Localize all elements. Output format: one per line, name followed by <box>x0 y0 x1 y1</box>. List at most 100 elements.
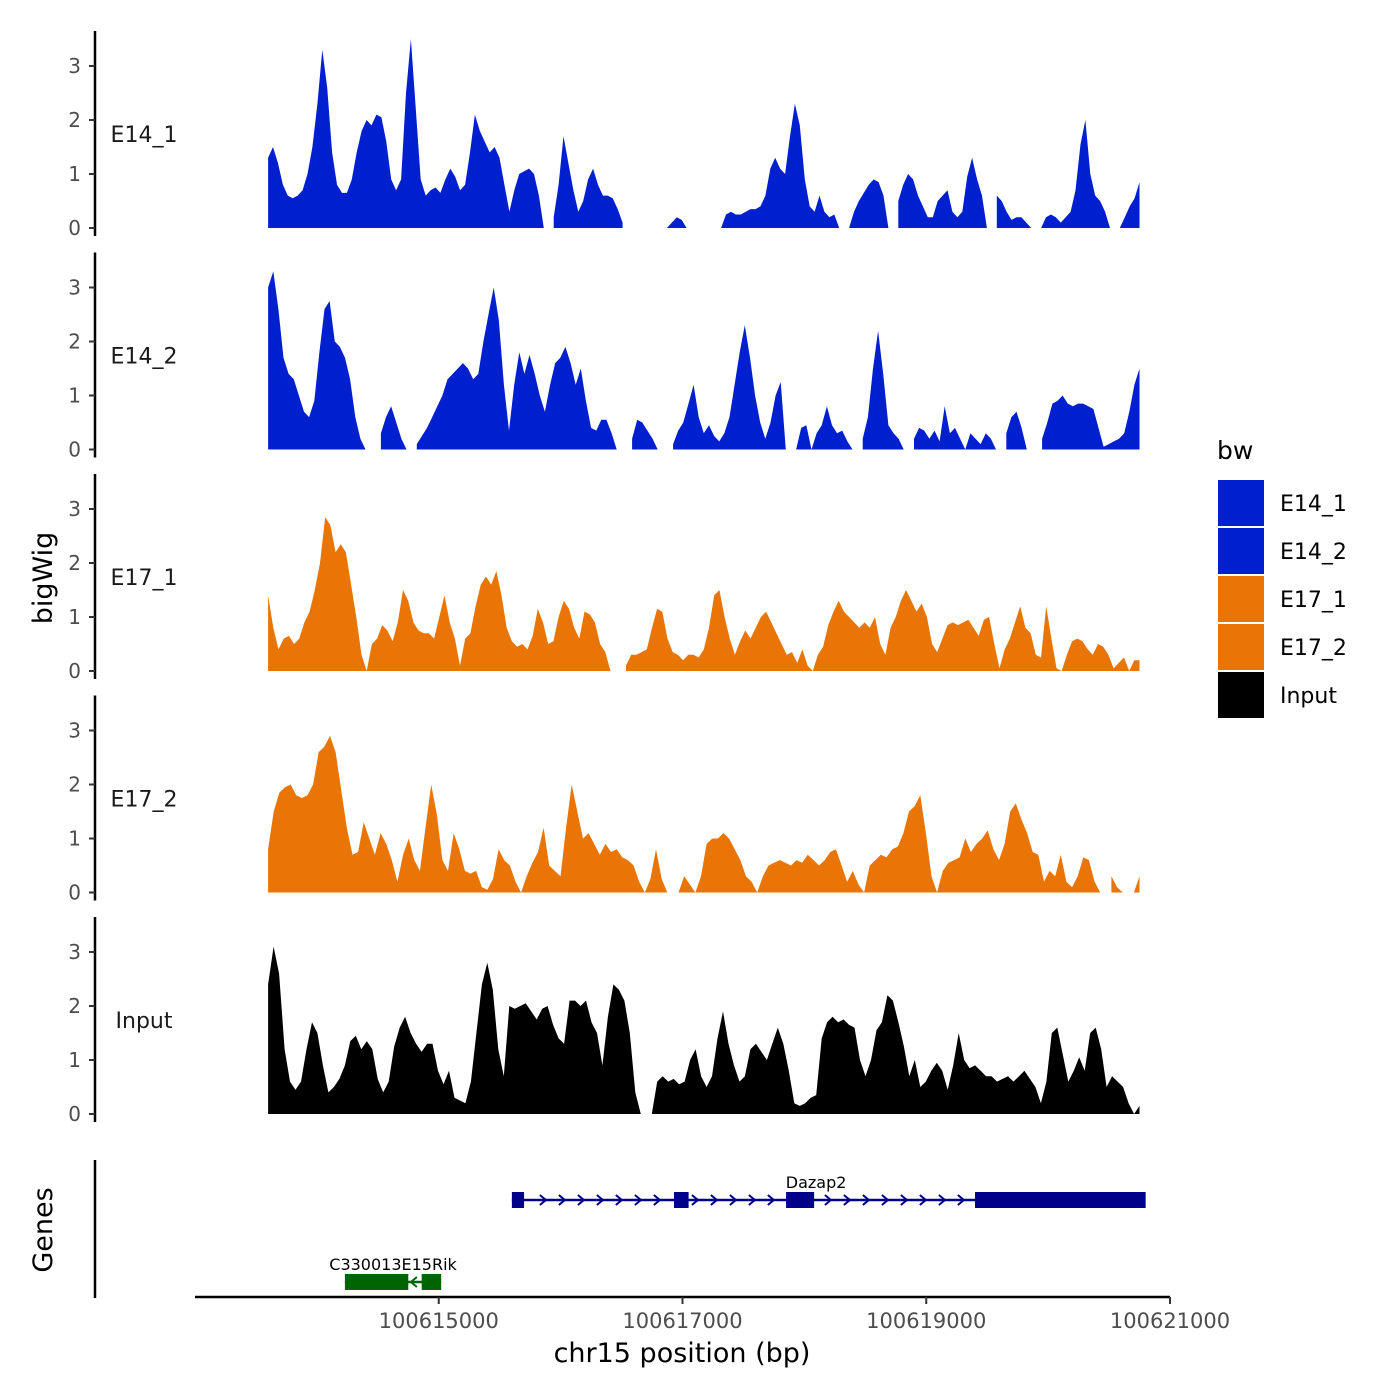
y-tick-label: 2 <box>68 108 81 132</box>
y-tick-label: 0 <box>68 438 81 462</box>
signal-area <box>268 735 668 893</box>
y-tick-label: 3 <box>68 497 81 521</box>
signal-area <box>553 136 623 228</box>
strand-chevron <box>843 1194 852 1206</box>
y-tick-label: 1 <box>68 384 81 408</box>
gene-exon <box>673 1192 689 1208</box>
signal-area <box>1133 876 1140 893</box>
legend-swatch <box>1218 528 1264 574</box>
track-name-label: E14_2 <box>111 345 178 370</box>
gene-track: Dazap2 C330013E15Rik <box>93 1160 1146 1298</box>
y-tick-label: 3 <box>68 719 81 743</box>
strand-chevron <box>653 1194 662 1206</box>
signal-area <box>632 419 658 450</box>
strand-chevron <box>729 1194 738 1206</box>
strand-chevron <box>938 1194 947 1206</box>
y-tick-label: 2 <box>68 551 81 575</box>
gene-c330013e15rik: C330013E15Rik <box>329 1255 458 1290</box>
legend-entry-label: Input <box>1280 684 1337 709</box>
signal-area <box>849 179 889 228</box>
signal-area <box>268 271 366 450</box>
strand-chevron <box>710 1194 719 1206</box>
y-tick-label: 0 <box>68 1102 81 1126</box>
strand-chevron <box>634 1194 643 1206</box>
signal-area <box>666 217 687 228</box>
signal-area <box>721 103 840 228</box>
strand-chevron <box>748 1194 757 1206</box>
y-tick-label: 2 <box>68 994 81 1018</box>
strand-chevron <box>615 1194 624 1206</box>
track-input: 0 1 2 3 Input <box>68 917 1140 1126</box>
y-tick-label: 1 <box>68 605 81 629</box>
track-e17-2: 0 1 2 3 E17_2 <box>68 695 1140 905</box>
gene-exon <box>975 1192 1146 1208</box>
track-e14-1: 0 1 2 3 E14_1 <box>68 31 1140 240</box>
signal-area <box>898 157 987 228</box>
y-tick-label: 0 <box>68 659 81 683</box>
strand-chevron <box>596 1194 605 1206</box>
y-axis-label: bigWig <box>28 532 59 625</box>
genes-axis-label: Genes <box>28 1187 59 1272</box>
signal-area <box>380 406 407 450</box>
track-name-label: E17_1 <box>111 566 178 591</box>
signal-area <box>1006 411 1027 450</box>
legend-swatch <box>1218 624 1264 670</box>
y-tick-label: 3 <box>68 940 81 964</box>
signal-area <box>678 795 1101 893</box>
y-tick-label: 2 <box>68 330 81 354</box>
signal-area <box>1111 876 1123 893</box>
x-tick-label: 100617000 <box>622 1309 742 1333</box>
legend-swatch <box>1218 576 1264 622</box>
x-tick-label: 100615000 <box>379 1309 499 1333</box>
track-name-label: Input <box>116 1009 173 1034</box>
legend-entry-label: E14_1 <box>1280 492 1347 517</box>
legend-entry-label: E14_2 <box>1280 540 1347 565</box>
strand-chevron <box>824 1194 833 1206</box>
signal-area <box>914 406 996 450</box>
signal-area <box>268 946 641 1114</box>
track-name-label: E17_2 <box>111 788 178 813</box>
signal-area <box>1042 368 1140 450</box>
track-e17-1: 0 1 2 3 E17_1 <box>68 474 1140 683</box>
gene-exon <box>344 1274 409 1290</box>
signal-area <box>796 406 853 450</box>
strand-chevron <box>577 1194 586 1206</box>
legend-swatch <box>1218 672 1264 718</box>
x-axis: 100615000 100617000 100619000 100621000 <box>195 1295 1230 1333</box>
signal-area <box>1041 120 1110 228</box>
y-tick-label: 2 <box>68 773 81 797</box>
gene-name-label: Dazap2 <box>786 1173 847 1192</box>
y-tick-label: 1 <box>68 827 81 851</box>
legend-entry-label: E17_1 <box>1280 588 1347 613</box>
strand-chevron <box>409 1276 418 1288</box>
legend-title: bw <box>1217 436 1253 465</box>
signal-area <box>626 590 1140 671</box>
signal-tracks: 0 1 2 3 E14_1 0 1 2 3 E14_2 0 1 2 3 E17_1 0 1 2 3 E17_2 0 1 2 3… <box>68 31 1140 1126</box>
signal-area <box>862 330 904 450</box>
signal-area <box>996 195 1032 228</box>
gene-exon <box>511 1192 525 1208</box>
signal-area <box>651 995 1140 1114</box>
gene-name-label: C330013E15Rik <box>329 1255 457 1274</box>
x-tick-label: 100621000 <box>1110 1309 1230 1333</box>
gene-dazap2: Dazap2 <box>511 1173 1146 1208</box>
strand-chevron <box>767 1194 776 1206</box>
y-tick-label: 1 <box>68 162 81 186</box>
y-tick-label: 0 <box>68 216 81 240</box>
strand-chevron <box>919 1194 928 1206</box>
strand-chevron <box>957 1194 966 1206</box>
legend-swatch <box>1218 480 1264 526</box>
x-axis-label: chr15 position (bp) <box>554 1338 811 1369</box>
gene-exon <box>786 1192 815 1208</box>
gene-exon <box>421 1274 442 1290</box>
signal-area <box>268 517 611 671</box>
signal-area <box>1119 182 1140 228</box>
legend-entry-label: E17_2 <box>1280 636 1347 661</box>
strand-chevron <box>900 1194 909 1206</box>
x-tick-label: 100619000 <box>866 1309 986 1333</box>
signal-area <box>673 325 786 450</box>
strand-chevron <box>881 1194 890 1206</box>
y-tick-label: 0 <box>68 881 81 905</box>
track-e14-2: 0 1 2 3 E14_2 <box>68 252 1140 462</box>
